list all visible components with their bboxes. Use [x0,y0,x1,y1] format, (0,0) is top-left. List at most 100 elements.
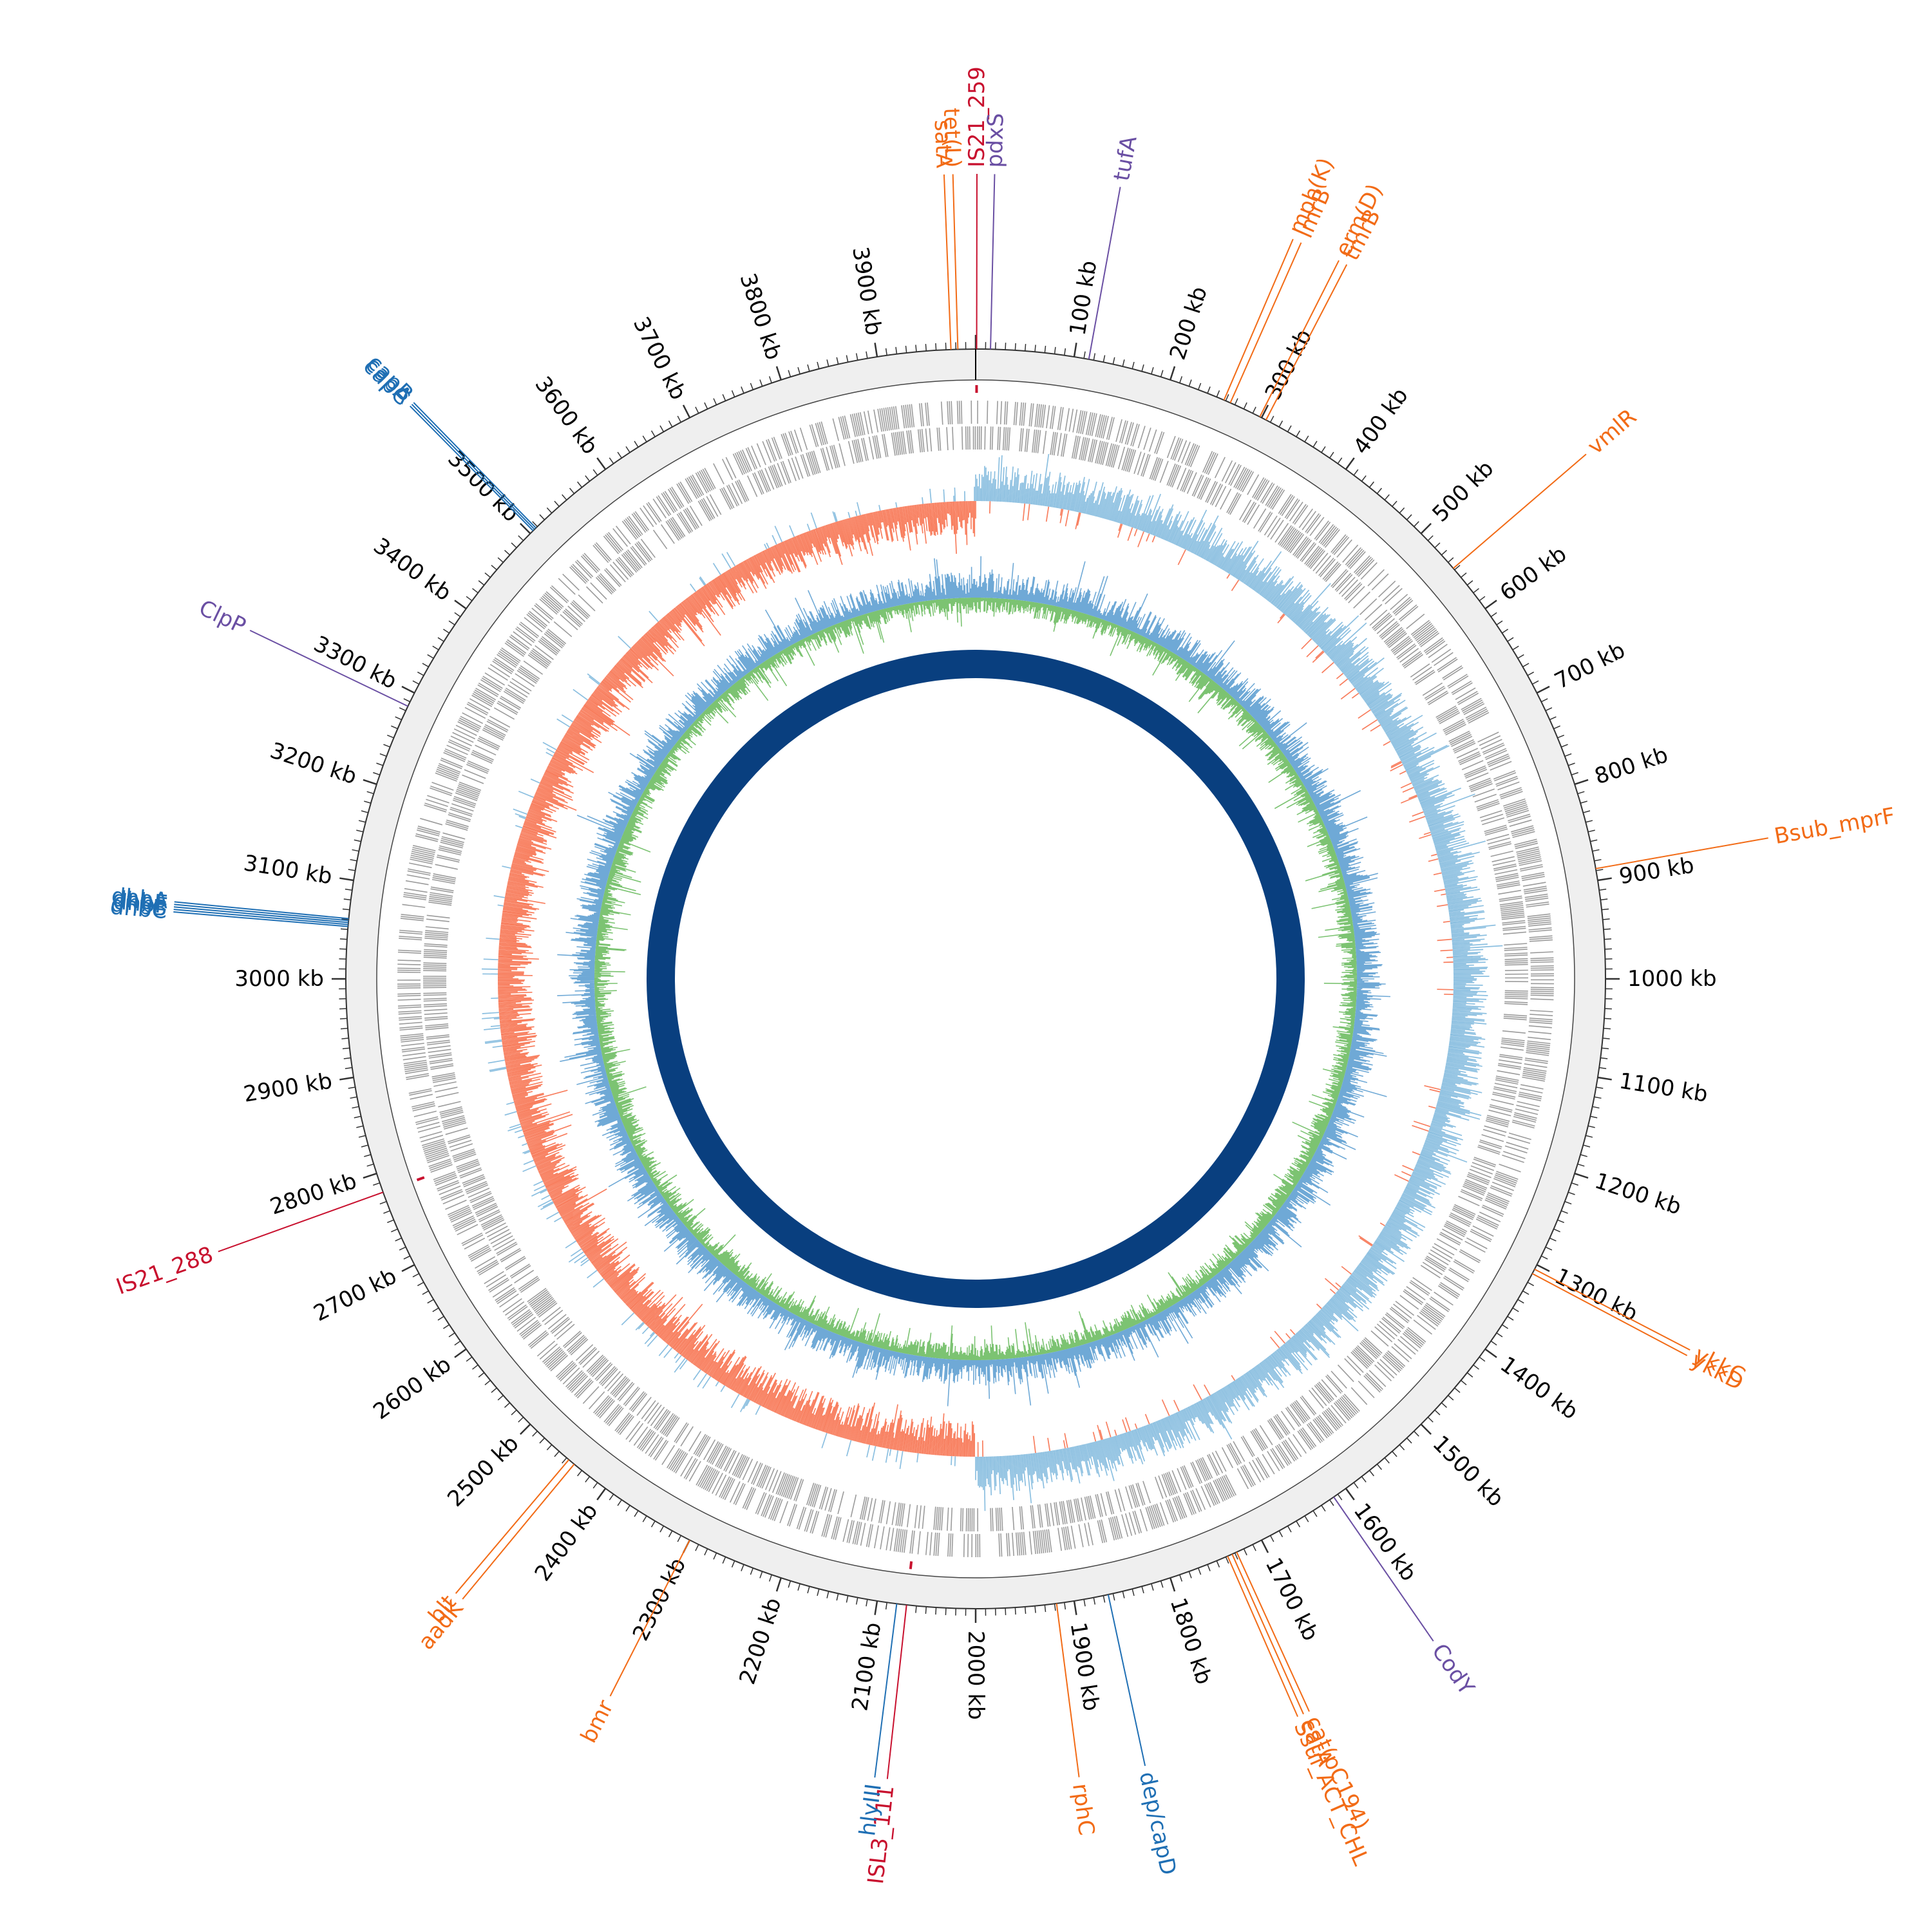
minor-tick [836,357,839,365]
minor-tick [750,1567,754,1575]
minor-tick [562,1457,567,1464]
major-tick [596,1488,607,1501]
insertion-sequence-track [416,384,978,1569]
minor-tick [1278,420,1283,428]
minor-tick [1549,1237,1557,1242]
minor-tick [1179,376,1183,383]
minor-tick [1337,1493,1343,1501]
minor-tick [569,488,575,494]
minor-tick [1160,1580,1164,1588]
minor-tick [1545,707,1553,712]
minor-tick [403,698,411,703]
minor-tick [817,1589,820,1596]
minor-tick [1557,1219,1565,1224]
gene-leader-line [952,174,959,350]
minor-tick [539,1437,545,1444]
minor-tick [1376,1464,1382,1470]
minor-tick [855,1597,858,1605]
minor-tick [364,1154,372,1157]
minor-tick [1545,1246,1553,1251]
minor-tick [905,345,907,353]
gene-leader-line [1088,187,1121,360]
minor-tick [546,1444,553,1450]
minor-tick [395,1237,402,1242]
minor-tick [354,839,361,842]
minor-tick [817,361,820,369]
minor-tick [1590,1115,1598,1119]
minor-tick [484,1379,491,1385]
tick-label: 2100 kb [847,1620,886,1712]
minor-tick [1427,535,1434,541]
minor-tick [1414,1430,1419,1437]
minor-tick [1406,1437,1412,1444]
major-tick [596,457,607,470]
minor-tick [1269,1535,1274,1542]
minor-tick [352,1106,359,1109]
minor-tick [634,1510,639,1517]
minor-tick [1479,1356,1486,1362]
minor-tick [1587,829,1595,833]
minor-tick [497,557,504,563]
minor-tick [343,898,351,901]
minor-tick [437,1316,444,1321]
major-tick [520,1423,531,1435]
major-tick [874,343,878,357]
gene-leader-line [886,1604,907,1779]
gene-leader-line [1259,260,1340,417]
gene-leader-line [455,1459,570,1594]
minor-tick [1083,1599,1086,1607]
minor-tick [1561,744,1568,748]
minor-tick [1599,888,1607,891]
minor-tick [1252,1544,1256,1551]
minor-tick [1287,1526,1292,1533]
minor-tick [1234,1553,1238,1560]
minor-tick [1414,521,1419,527]
is-element-mark [416,1176,425,1182]
gene-label: satA [929,119,957,169]
minor-tick [1399,1444,1405,1450]
minor-tick [713,1553,717,1560]
minor-tick [1553,1228,1560,1233]
minor-tick [1600,1057,1608,1059]
minor-tick [1132,1589,1135,1596]
minor-tick [855,353,858,361]
minor-tick [437,637,444,642]
minor-tick [1549,716,1557,721]
minor-tick [504,549,511,556]
minor-tick [1512,1307,1519,1312]
minor-tick [577,481,583,488]
minor-tick [807,364,810,372]
minor-tick [1122,1591,1125,1598]
minor-tick [354,1115,361,1119]
gene-label: ClpP [195,595,250,639]
minor-tick [731,1560,735,1568]
minor-tick [1216,390,1220,397]
minor-tick [1296,1520,1301,1528]
gc-skew-negative [497,500,1454,1457]
minor-tick [345,1067,352,1070]
minor-tick [432,1307,439,1312]
inner-ring-band [647,650,1305,1308]
minor-tick [1577,1163,1585,1167]
tick-label: 1900 kb [1065,1620,1104,1712]
minor-tick [1329,451,1334,459]
minor-tick [642,1515,647,1522]
gene-leader-line [1227,1555,1298,1718]
minor-tick [562,494,567,500]
minor-tick [1353,1482,1359,1489]
minor-tick [1602,918,1610,920]
minor-tick [1225,394,1229,401]
minor-tick [1571,772,1578,775]
major-tick [1260,404,1269,419]
minor-tick [1243,402,1247,410]
minor-tick [1587,1125,1595,1128]
major-tick [1170,1577,1176,1592]
minor-tick [1496,620,1503,625]
tick-label: 3100 kb [242,850,334,889]
minor-tick [1600,898,1608,901]
gene-leader-line [1236,1551,1310,1712]
gene-leader-line [173,911,348,927]
gene-leader-line [990,174,996,350]
